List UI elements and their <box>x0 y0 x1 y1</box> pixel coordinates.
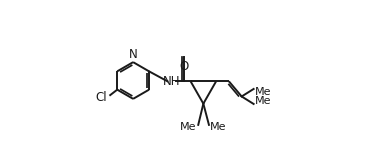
Text: Me: Me <box>255 87 272 97</box>
Text: Me: Me <box>255 96 272 106</box>
Text: Me: Me <box>210 122 227 132</box>
Text: N: N <box>129 48 138 61</box>
Text: O: O <box>179 60 189 73</box>
Text: NH: NH <box>163 75 180 88</box>
Text: Cl: Cl <box>96 91 107 104</box>
Text: Me: Me <box>180 122 196 132</box>
